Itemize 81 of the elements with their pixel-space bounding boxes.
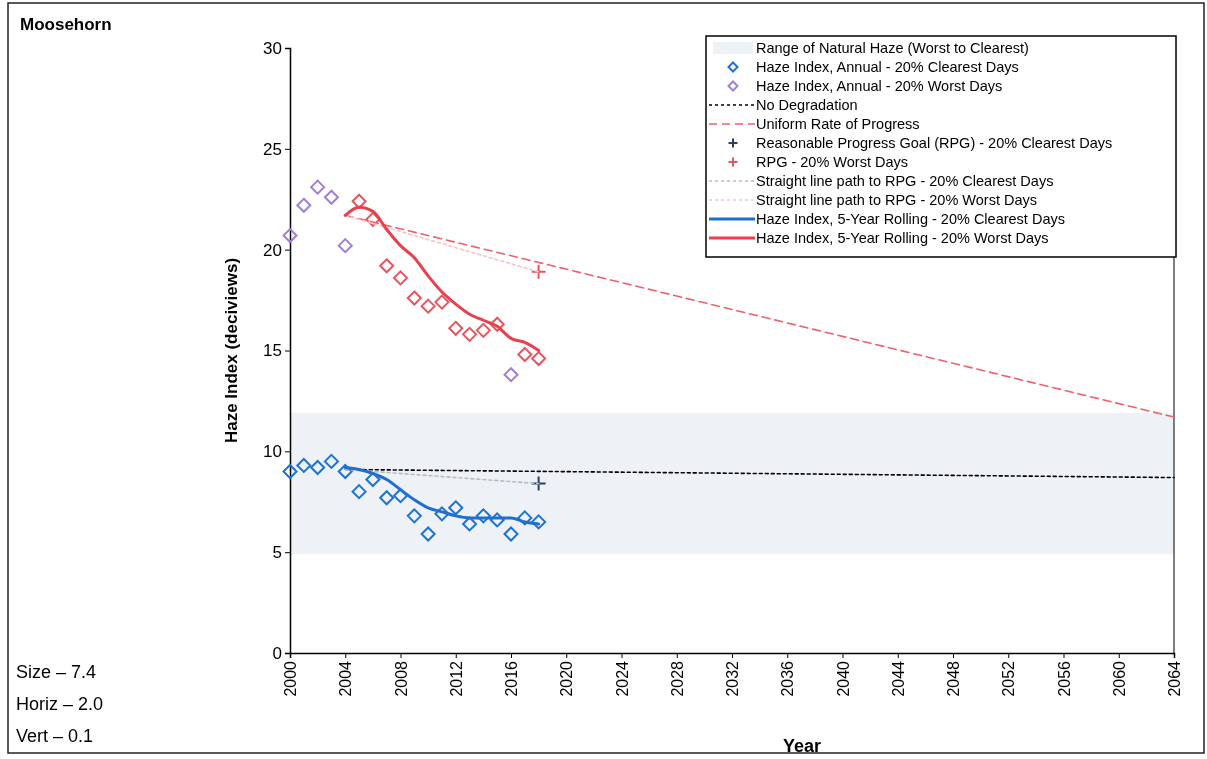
point [448, 320, 464, 336]
point [310, 459, 326, 475]
point [462, 516, 478, 532]
legend-label: Range of Natural Haze (Worst to Clearest) [756, 40, 1029, 57]
point [434, 294, 450, 310]
x-tick-label: 2020 [558, 660, 576, 697]
x-tick-label: 2024 [613, 660, 631, 697]
y-tick-label: 0 [272, 643, 282, 663]
y-tick-label: 10 [263, 442, 282, 462]
point [475, 508, 491, 524]
legend-label: RPG - 20% Worst Days [756, 154, 909, 171]
legend-label: Straight line path to RPG - 20% Worst Days [756, 192, 1037, 209]
point [365, 211, 381, 227]
point [365, 472, 381, 488]
point [448, 500, 464, 516]
point [420, 298, 436, 314]
legend-label: Uniform Rate of Progress [756, 116, 920, 133]
x-tick-label: 2060 [1110, 660, 1128, 697]
point [296, 197, 312, 213]
point [530, 263, 547, 280]
x-tick-label: 2044 [889, 660, 907, 697]
x-tick-label: 2012 [447, 660, 465, 697]
point [296, 457, 312, 473]
legend-label: Haze Index, Annual - 20% Worst Days [756, 78, 1003, 95]
legend-label: No Degradation [756, 97, 858, 114]
point [434, 506, 450, 522]
point [323, 453, 339, 469]
y-tick-label: 25 [263, 139, 282, 159]
x-tick-label: 2036 [779, 660, 797, 697]
point [489, 316, 505, 332]
y-tick-label: 20 [263, 240, 282, 260]
point [531, 351, 547, 367]
x-tick-label: 2008 [392, 660, 410, 697]
text: Size – 7.4 [16, 662, 97, 682]
text: Horiz – 2.0 [16, 694, 104, 714]
point [489, 512, 505, 528]
y-axis-title: Haze Index (deciviews) [222, 257, 241, 444]
point [503, 367, 519, 383]
point [530, 475, 547, 492]
point [379, 258, 395, 274]
x-tick-label: 2000 [282, 660, 300, 697]
x-tick-label: 2040 [834, 660, 852, 697]
point [282, 464, 298, 479]
point [351, 484, 367, 500]
point [337, 464, 353, 479]
x-tick-label: 2032 [724, 660, 742, 697]
point [531, 514, 547, 530]
point [517, 510, 533, 526]
point [462, 326, 478, 342]
point [379, 490, 395, 506]
legend-label: Straight line path to RPG - 20% Clearest Days [756, 173, 1054, 190]
point [351, 193, 367, 209]
point [393, 270, 408, 286]
point [503, 526, 519, 542]
point [393, 488, 408, 504]
legend-label: Reasonable Progress Goal (RPG) - 20% Clearest Days [756, 135, 1113, 152]
point [323, 189, 339, 205]
point [517, 347, 533, 363]
y-tick-label: 5 [272, 543, 282, 563]
point [310, 179, 326, 195]
legend-label: Haze Index, 5-Year Rolling - 20% Clearest Days [756, 211, 1065, 228]
x-tick-label: 2016 [503, 660, 521, 697]
point [475, 322, 491, 338]
x-tick-label: 2004 [337, 660, 355, 697]
x-axis-title: Year [782, 736, 822, 756]
x-tick-label: 2064 [1166, 660, 1184, 697]
x-tick-label: 2056 [1055, 660, 1073, 697]
legend-label: Haze Index, 5-Year Rolling - 20% Worst Days [756, 230, 1049, 247]
point [406, 290, 422, 306]
point [337, 238, 353, 254]
point [282, 228, 298, 244]
y-tick-label: 15 [263, 341, 282, 361]
point [406, 508, 422, 524]
text: Vert – 0.1 [16, 726, 94, 746]
x-tick-label: 2052 [1000, 660, 1018, 697]
x-tick-label: 2028 [668, 660, 686, 697]
y-tick-label: 30 [263, 38, 282, 58]
point [420, 526, 436, 542]
text: Moosehorn [20, 15, 112, 34]
legend-label: Haze Index, Annual - 20% Clearest Days [756, 59, 1019, 76]
x-tick-label: 2048 [945, 660, 963, 697]
